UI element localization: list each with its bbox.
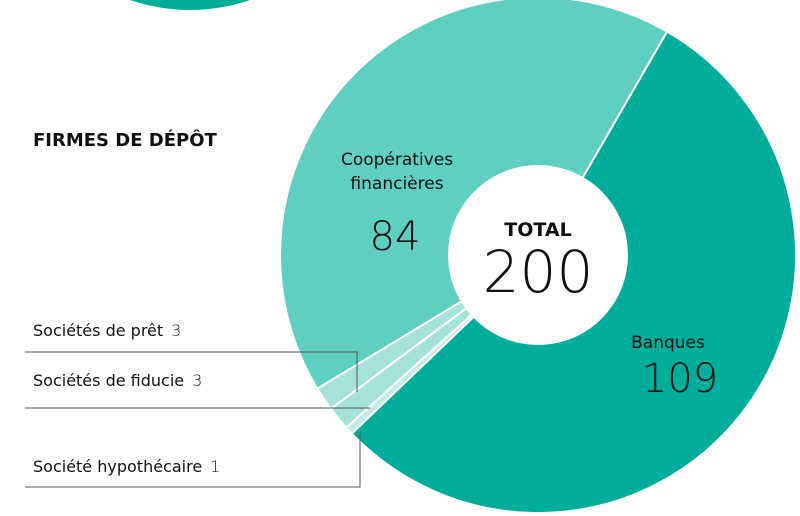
callout-value: 3 — [171, 321, 181, 340]
slice-label-line: financières — [350, 174, 443, 194]
slice-value: 84 — [370, 214, 421, 260]
donut-hole — [448, 165, 628, 345]
slice-label: Banques — [631, 333, 705, 353]
callout-label: Sociétés de fiducie 3 — [33, 371, 202, 390]
slice-label: Coopératives financières — [341, 150, 453, 194]
callout-name: Société hypothécaire — [33, 457, 202, 476]
decoration — [130, 0, 250, 10]
callout-value: 3 — [192, 371, 202, 390]
callout-name: Sociétés de prêt — [33, 321, 163, 340]
callout-label: Société hypothécaire 1 — [33, 457, 220, 476]
callout-name: Sociétés de fiducie — [33, 371, 184, 390]
callout-line — [25, 351, 358, 392]
callout-label: Sociétés de prêt 3 — [33, 321, 181, 340]
callout-value: 1 — [210, 457, 220, 476]
center-total: 200 — [483, 238, 594, 306]
slice-label-line: Coopératives — [341, 150, 453, 170]
slice-value: 109 — [642, 356, 718, 402]
center-label: TOTAL — [504, 219, 571, 241]
callout-line — [25, 432, 361, 488]
chart-title: FIRMES DE DÉPÔT — [33, 129, 218, 151]
